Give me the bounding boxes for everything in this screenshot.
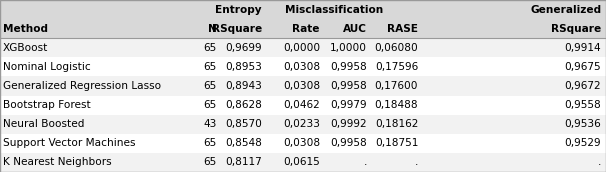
Text: Rate: Rate	[293, 24, 320, 34]
Text: 0,9914: 0,9914	[565, 43, 601, 53]
Text: K Nearest Neighbors: K Nearest Neighbors	[3, 157, 112, 168]
Text: 0,0000: 0,0000	[283, 43, 320, 53]
Text: 0,17596: 0,17596	[375, 62, 418, 72]
Text: RSquare: RSquare	[211, 24, 262, 34]
Text: 65: 65	[204, 43, 217, 53]
Text: AUC: AUC	[344, 24, 367, 34]
Text: 0,8943: 0,8943	[225, 81, 262, 91]
Text: 65: 65	[204, 157, 217, 168]
Text: XGBoost: XGBoost	[3, 43, 48, 53]
Text: .: .	[364, 157, 367, 168]
Bar	[0, 115, 606, 134]
Text: Bootstrap Forest: Bootstrap Forest	[3, 100, 91, 110]
Text: Nominal Logistic: Nominal Logistic	[3, 62, 91, 72]
Text: 0,0462: 0,0462	[283, 100, 320, 110]
Text: 0,9536: 0,9536	[564, 119, 601, 129]
Text: RSquare: RSquare	[551, 24, 601, 34]
Bar	[0, 76, 606, 96]
Text: 0,9992: 0,9992	[331, 119, 367, 129]
Bar	[0, 153, 606, 172]
Text: Generalized: Generalized	[530, 4, 601, 15]
Text: Support Vector Machines: Support Vector Machines	[3, 138, 136, 148]
Text: 65: 65	[204, 62, 217, 72]
Text: 0,8117: 0,8117	[225, 157, 262, 168]
Text: Entropy: Entropy	[215, 4, 262, 15]
Text: 0,8548: 0,8548	[225, 138, 262, 148]
Text: 43: 43	[204, 119, 217, 129]
Text: 0,0308: 0,0308	[283, 81, 320, 91]
Text: 1,0000: 1,0000	[330, 43, 367, 53]
Text: 0,0615: 0,0615	[283, 157, 320, 168]
Bar	[0, 0, 606, 19]
Text: 65: 65	[204, 138, 217, 148]
Text: 0,9958: 0,9958	[330, 81, 367, 91]
Text: 65: 65	[204, 81, 217, 91]
Text: 0,8570: 0,8570	[225, 119, 262, 129]
Text: 0,9979: 0,9979	[331, 100, 367, 110]
Text: 0,0233: 0,0233	[283, 119, 320, 129]
Bar	[0, 19, 606, 38]
Text: .: .	[415, 157, 418, 168]
Text: 0,06080: 0,06080	[375, 43, 418, 53]
Bar	[0, 38, 606, 57]
Text: Method: Method	[3, 24, 48, 34]
Bar	[0, 134, 606, 153]
Text: 0,8953: 0,8953	[225, 62, 262, 72]
Bar	[0, 96, 606, 115]
Text: 0,18162: 0,18162	[375, 119, 418, 129]
Text: 0,0308: 0,0308	[283, 138, 320, 148]
Text: N: N	[208, 24, 217, 34]
Text: Generalized Regression Lasso: Generalized Regression Lasso	[3, 81, 161, 91]
Text: 0,9672: 0,9672	[565, 81, 601, 91]
Text: 0,9699: 0,9699	[225, 43, 262, 53]
Text: 0,0308: 0,0308	[283, 62, 320, 72]
Text: 0,9958: 0,9958	[330, 62, 367, 72]
Text: .: .	[598, 157, 601, 168]
Text: 0,18751: 0,18751	[375, 138, 418, 148]
Text: 0,9958: 0,9958	[330, 138, 367, 148]
Bar	[0, 57, 606, 76]
Text: 0,18488: 0,18488	[375, 100, 418, 110]
Text: 65: 65	[204, 100, 217, 110]
Text: Misclassification: Misclassification	[285, 4, 383, 15]
Text: 0,17600: 0,17600	[375, 81, 418, 91]
Text: 0,9558: 0,9558	[564, 100, 601, 110]
Text: Neural Boosted: Neural Boosted	[3, 119, 84, 129]
Text: RASE: RASE	[387, 24, 418, 34]
Text: 0,9675: 0,9675	[565, 62, 601, 72]
Text: 0,8628: 0,8628	[225, 100, 262, 110]
Text: 0,9529: 0,9529	[565, 138, 601, 148]
